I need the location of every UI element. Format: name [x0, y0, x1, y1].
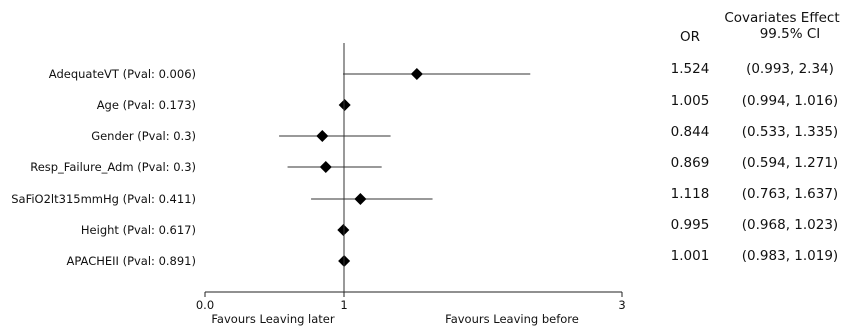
x-tick-label: 3	[618, 298, 625, 312]
or-value: 1.118	[671, 186, 710, 202]
or-value: 0.869	[671, 155, 710, 171]
or-point	[319, 161, 332, 173]
or-header: OR	[680, 29, 700, 45]
or-value: 1.005	[671, 93, 710, 109]
ci-value: (0.983, 1.019)	[742, 248, 838, 264]
ci-value: (0.594, 1.271)	[742, 155, 838, 171]
forest-row: APACHEII (Pval: 0.891) 1.001 (0.983, 1.019…	[66, 248, 838, 268]
or-point	[337, 224, 350, 236]
forest-row: SaFiO2lt315mmHg (Pval: 0.411) 1.118 (0.763…	[11, 186, 838, 206]
x-tick-label: 0.0	[196, 298, 214, 312]
x-axis: 0.0 1 3	[196, 291, 626, 312]
forest-row: AdequateVT (Pval: 0.006) 1.524 (0.993, 2.3…	[49, 61, 834, 81]
forest-row: Resp_Failure_Adm (Pval: 0.3) 0.869 (0.594,…	[30, 155, 838, 174]
ci-value: (0.968, 1.023)	[742, 217, 838, 233]
forest-row: Height (Pval: 0.617) 0.995 (0.968, 1.023)	[81, 217, 838, 237]
favours-left-label: Favours Leaving later	[211, 312, 335, 326]
or-point	[354, 193, 367, 205]
or-value: 1.524	[671, 61, 710, 77]
ci-header: 99.5% CI	[760, 26, 821, 42]
ci-value: (0.533, 1.335)	[742, 124, 838, 140]
ci-value: (0.763, 1.637)	[742, 186, 838, 202]
row-label: APACHEII (Pval: 0.891)	[66, 254, 196, 268]
row-label: SaFiO2lt315mmHg (Pval: 0.411)	[11, 192, 196, 206]
row-label: Age (Pval: 0.173)	[97, 98, 196, 112]
ci-value: (0.993, 2.34)	[746, 61, 834, 77]
row-label: Resp_Failure_Adm (Pval: 0.3)	[30, 160, 196, 174]
ci-value: (0.994, 1.016)	[742, 93, 838, 109]
forest-row: Gender (Pval: 0.3) 0.844 (0.533, 1.335)	[91, 124, 838, 143]
or-value: 0.995	[671, 217, 710, 233]
or-point	[316, 130, 329, 142]
row-label: Gender (Pval: 0.3)	[91, 129, 196, 143]
or-value: 1.001	[671, 248, 710, 264]
or-point	[338, 99, 351, 111]
effect-header: Covariates Effect	[724, 10, 839, 26]
or-value: 0.844	[671, 124, 710, 140]
or-point	[410, 68, 423, 80]
row-label: Height (Pval: 0.617)	[81, 223, 196, 237]
favours-right-label: Favours Leaving before	[445, 312, 579, 326]
forest-row: Age (Pval: 0.173) 1.005 (0.994, 1.016)	[97, 93, 839, 112]
forest-rows: AdequateVT (Pval: 0.006) 1.524 (0.993, 2.3…	[11, 61, 838, 268]
row-label: AdequateVT (Pval: 0.006)	[49, 67, 196, 81]
x-tick-label: 1	[340, 298, 347, 312]
